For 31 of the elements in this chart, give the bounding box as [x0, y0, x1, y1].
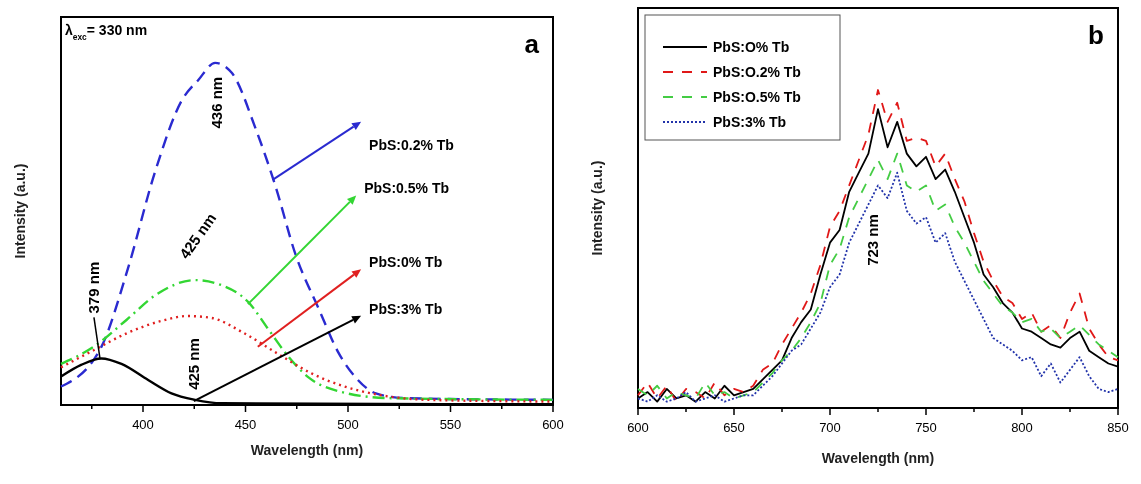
annotation: 425 nm — [175, 209, 220, 262]
legend-label: PbS:O.2% Tb — [713, 64, 801, 80]
annotation: 723 nm — [864, 214, 881, 266]
legend-label: PbS:3% Tb — [713, 114, 787, 130]
legend-label: PbS:0.2% Tb — [369, 136, 454, 153]
text: a — [524, 29, 540, 59]
x-axis-title: Wavelength (nm) — [821, 450, 935, 466]
x-axis-title: Wavelength (nm) — [250, 442, 364, 458]
x-tick-label: 750 — [915, 420, 937, 435]
text: PbS:0.5% Tb — [364, 180, 449, 197]
x-tick-label: 650 — [723, 420, 745, 435]
legend-label: PbS:O.5% Tb — [713, 89, 801, 105]
y-axis-title: Intensity (a.u.) — [589, 160, 605, 256]
text: PbS:3% Tb — [369, 300, 443, 317]
annotation: 425 nm — [185, 338, 203, 390]
x-tick-label: 450 — [234, 417, 257, 432]
text: λ$_{exc}$= 330 nm — [65, 22, 148, 42]
x-tick-label: 800 — [1011, 420, 1033, 435]
legend-label: PbS:O% Tb — [713, 39, 790, 55]
annotation: 436 nm — [207, 76, 225, 129]
x-tick-label: 600 — [542, 417, 564, 432]
annotation: 379 nm — [84, 261, 102, 314]
y-axis-title: Intensity (a.u.) — [12, 163, 28, 259]
text: b — [1088, 20, 1104, 50]
text: PbS:0% Tb — [369, 254, 443, 271]
x-tick-label: 400 — [132, 417, 154, 432]
x-tick-label: 500 — [337, 417, 359, 432]
x-tick-label: 600 — [627, 420, 649, 435]
x-tick-label: 700 — [819, 420, 841, 435]
x-tick-label: 850 — [1107, 420, 1129, 435]
x-tick-label: 550 — [439, 417, 462, 432]
